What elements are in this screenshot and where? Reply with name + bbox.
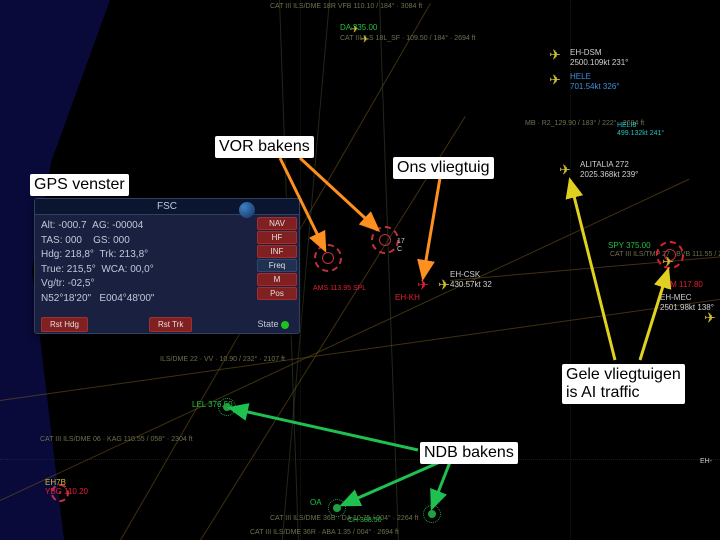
- freq-oa: OA: [310, 498, 322, 508]
- gps-side-buttons: NAV HF INF Freq M Pos: [255, 215, 299, 315]
- state-dot-icon: [281, 321, 289, 329]
- btn-nav[interactable]: NAV: [257, 217, 297, 230]
- gps-lon: E004°48'00": [99, 293, 154, 304]
- ai-plane-2: ✈: [549, 72, 561, 89]
- ndb-beacon-3: [423, 505, 441, 523]
- freq-ch: CH 388.50: [348, 517, 381, 525]
- btn-hf[interactable]: HF: [257, 231, 297, 244]
- callout-gele: Gele vliegtuigen is AI traffic: [562, 364, 685, 404]
- nav-text-1: CAT III ILS/DME 18R VFB 110.10 / 184° · …: [270, 3, 422, 10]
- ai-plane-8: ✈: [361, 35, 369, 46]
- nav-text-6: CAT III ILS/DME 36R · ABA 1.35 / 004° · …: [250, 529, 399, 536]
- btn-inf[interactable]: INF: [257, 245, 297, 258]
- ai-plane-1: ✈: [549, 47, 561, 64]
- btn-freq[interactable]: Freq: [257, 259, 297, 272]
- label-ehdsm: EH-DSM 2500.109kt 231°: [570, 48, 628, 67]
- freq-pam: PAM 117.80: [660, 280, 703, 290]
- nav-text-eh: EH-: [700, 458, 712, 465]
- gps-alt: Alt: -000.7: [41, 220, 87, 231]
- ai-plane-3: ✈: [559, 162, 571, 179]
- vor-beacon-1: [314, 244, 342, 272]
- gps-hdg: Hdg: 218,8°: [41, 249, 94, 260]
- nav-text-7: CAT III ILS/DME 36B · DA 10.75 / 004° · …: [270, 515, 418, 522]
- globe-icon[interactable]: [239, 202, 255, 218]
- our-aircraft-icon: ✈: [417, 277, 429, 294]
- ndb-beacon-1: [218, 398, 236, 416]
- callout-ons: Ons vliegtuig: [393, 157, 494, 179]
- grid-h1: [0, 459, 720, 461]
- nav-text-5: CAT III ILS/DME 06 · KAG 110.55 / 058° ·…: [40, 436, 193, 443]
- callout-vor: VOR bakens: [215, 136, 314, 158]
- label-heli8: HELI8 499.132kt 241°: [617, 122, 664, 139]
- gps-state-label: State: [257, 319, 278, 329]
- callout-ndb: NDB bakens: [420, 442, 518, 464]
- freq-spy: SPY 375.00: [608, 241, 651, 251]
- gps-gs: GS: 000: [93, 235, 130, 246]
- label-ehmec: EH-MEC 2501.98kt 138°: [660, 293, 714, 312]
- btn-rsthdg[interactable]: Rst Hdg: [41, 317, 88, 332]
- label-hele: HELE 701.54kt 326°: [570, 72, 619, 91]
- btn-pos[interactable]: Pos: [257, 287, 297, 300]
- label-ehkh: EH-KH: [395, 293, 420, 303]
- gps-wca: WCA: 00,0°: [101, 264, 153, 275]
- label-eh7b-b: YBG 110.20: [45, 487, 88, 497]
- label-ehck: EH-CSK 430.57kt 32: [450, 270, 492, 289]
- gps-vg: Vg/tr: -02,5°: [41, 278, 94, 289]
- gps-readouts: Alt: -000.7 AG: -00004 TAS: 000 GS: 000 …: [35, 215, 255, 315]
- gps-title: FSC: [35, 199, 299, 215]
- vor-beacon-2: [371, 226, 399, 254]
- label-ams: AMS 113.95 SPL: [313, 285, 366, 293]
- gps-panel[interactable]: FSC Alt: -000.7 AG: -00004 TAS: 000 GS: …: [34, 198, 300, 334]
- gps-trk: Trk: 213,8°: [100, 249, 149, 260]
- gps-true: True: 215,5°: [41, 264, 96, 275]
- nav-text-4: ILS/DME 22 · VV · 10.90 / 232° · 2107 ft: [160, 356, 285, 363]
- ai-plane-4: ✈: [438, 277, 450, 294]
- label-c17: 17 C: [397, 238, 405, 255]
- btn-m[interactable]: M: [257, 273, 297, 286]
- callout-gps: GPS venster: [30, 174, 129, 196]
- btn-rsttrk[interactable]: Rst Trk: [149, 317, 192, 332]
- label-alitalia: ALITALIA 272 2025.368kt 239°: [580, 160, 638, 179]
- gps-ag: AG: -00004: [92, 220, 143, 231]
- gps-tas: TAS: 000: [41, 235, 82, 246]
- gps-footer: Rst Hdg Rst Trk State: [35, 315, 299, 334]
- gps-lat: N52°18'20": [41, 293, 91, 304]
- ai-plane-5: ✈: [662, 254, 674, 271]
- ai-plane-7: ✈: [351, 25, 359, 36]
- ndb-beacon-2: [328, 499, 346, 517]
